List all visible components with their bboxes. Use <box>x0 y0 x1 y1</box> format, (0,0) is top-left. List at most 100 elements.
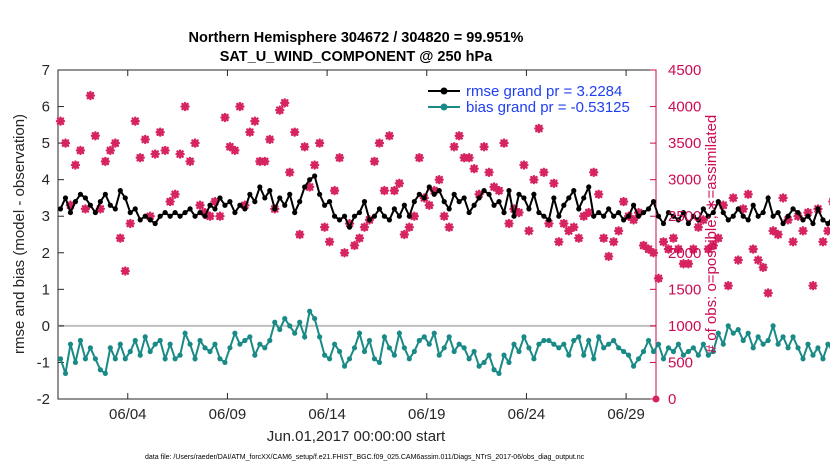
bias-point <box>192 356 198 362</box>
obs-point <box>783 215 793 225</box>
bias-series <box>57 308 830 377</box>
bias-point <box>237 341 243 347</box>
obs-point <box>65 200 76 210</box>
rmse-point <box>102 191 108 197</box>
bias-point <box>326 356 333 362</box>
obs-point <box>459 153 469 163</box>
rmse-point <box>606 206 612 212</box>
rmse-point <box>272 206 278 212</box>
obs-point <box>693 222 704 232</box>
obs-point <box>713 233 723 243</box>
bias-point <box>820 356 826 362</box>
y-right-tick-label: 4500 <box>668 62 701 79</box>
x-tick-label: 06/29 <box>607 406 645 423</box>
bias-point <box>57 356 64 362</box>
obs-point <box>708 240 719 251</box>
bias-point <box>177 352 183 358</box>
rmse-point <box>371 213 378 219</box>
rmse-point <box>745 217 751 223</box>
obs-point <box>763 288 773 298</box>
rmse-point <box>471 202 477 208</box>
obs-point <box>733 255 743 265</box>
bias-point <box>202 345 208 351</box>
bias-point <box>212 341 218 347</box>
obs-point <box>753 255 763 265</box>
bias-point <box>107 345 113 351</box>
rmse-point <box>237 202 243 208</box>
obs-point <box>569 222 579 232</box>
obs-point <box>803 207 813 218</box>
y-tick-label: 3 <box>42 208 50 225</box>
bias-point <box>576 334 582 340</box>
obs-point <box>454 131 464 141</box>
bias-point <box>601 345 607 351</box>
y-tick-label: 1 <box>42 281 50 298</box>
obs-point <box>703 244 714 254</box>
obs-point <box>603 251 614 262</box>
rmse-point <box>800 217 806 223</box>
rmse-point <box>720 209 726 216</box>
rmse-point <box>247 191 253 197</box>
rmse-point <box>172 209 178 216</box>
bias-point <box>795 345 801 351</box>
rmse-point <box>581 195 587 201</box>
rmse-point <box>406 213 412 219</box>
bias-point <box>72 359 79 366</box>
rmse-point <box>282 202 288 208</box>
obs-point <box>150 149 160 159</box>
bias-point <box>755 334 761 340</box>
rmse-point <box>810 220 816 227</box>
obs-point <box>529 174 539 185</box>
rmse-point <box>142 213 148 219</box>
bias-point <box>396 330 402 336</box>
rmse-point <box>516 191 522 197</box>
bias-point <box>132 337 138 344</box>
obs-point <box>748 244 758 254</box>
obs-point <box>668 233 679 243</box>
obs-point <box>165 196 175 207</box>
rmse-point <box>546 217 552 223</box>
bias-point <box>267 337 273 344</box>
obs-point <box>170 189 180 199</box>
rmse-point <box>391 206 397 212</box>
rmse-point <box>576 206 582 212</box>
obs-point <box>255 156 265 167</box>
rmse-point <box>421 195 427 201</box>
obs-point <box>584 207 594 218</box>
obs-point <box>180 101 190 112</box>
bias-point <box>660 356 667 362</box>
rmse-point <box>521 195 527 201</box>
bias-point <box>406 356 412 362</box>
rmse-point <box>730 213 736 219</box>
rmse-point <box>561 202 567 208</box>
obs-point <box>210 196 220 207</box>
bias-point <box>650 348 657 355</box>
bias-point <box>825 341 830 347</box>
obs-point <box>768 226 778 236</box>
rmse-point <box>207 202 213 208</box>
obs-point <box>559 218 569 229</box>
bias-point <box>157 337 163 344</box>
obs-point <box>100 156 111 167</box>
rmse-point <box>162 209 168 216</box>
bias-point <box>232 330 238 336</box>
rmse-point <box>456 199 462 205</box>
rmse-point <box>441 199 447 205</box>
rmse-point <box>202 213 208 219</box>
obs-point <box>718 200 728 210</box>
rmse-point <box>267 188 273 194</box>
rmse-point <box>815 206 821 212</box>
obs-point <box>633 207 644 218</box>
rmse-point <box>601 213 607 219</box>
bias-point <box>446 334 452 340</box>
bias-point <box>805 341 811 347</box>
bias-point <box>401 345 407 351</box>
obs-point <box>399 229 410 240</box>
obs-point <box>618 196 629 207</box>
bias-point <box>411 348 417 355</box>
bias-point <box>431 330 437 336</box>
legend-rmse-marker <box>440 87 448 95</box>
rmse-point <box>511 213 517 219</box>
rmse-point <box>556 213 562 219</box>
